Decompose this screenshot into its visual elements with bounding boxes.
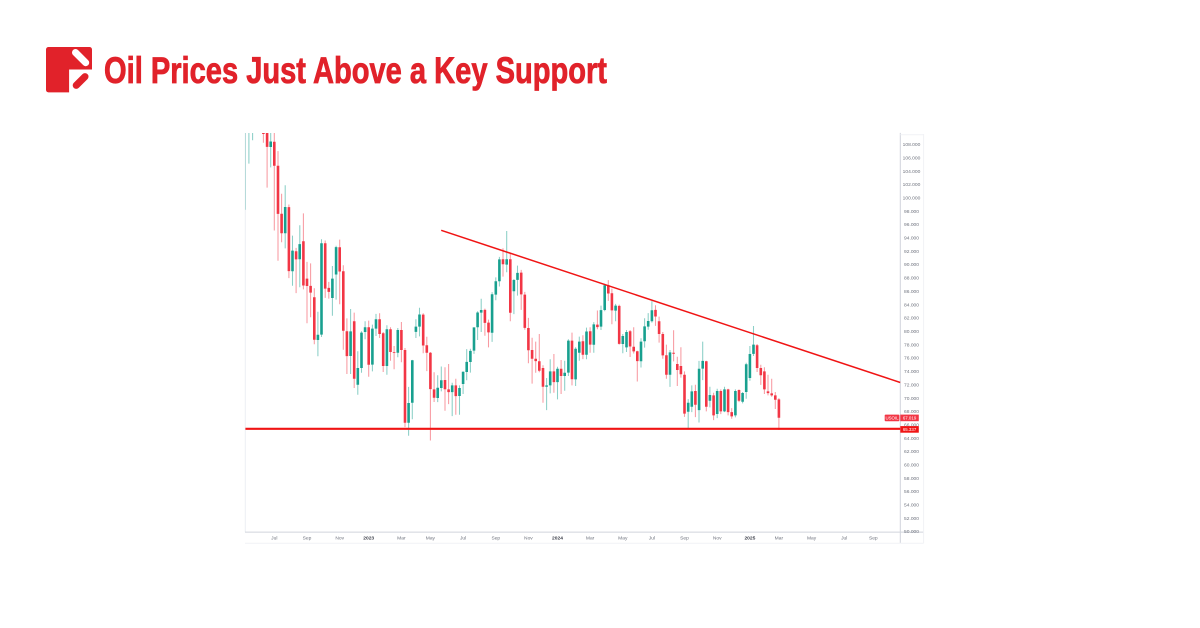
svg-text:102.000: 102.000 — [903, 182, 921, 188]
svg-text:Jul: Jul — [460, 535, 466, 541]
svg-text:96.000: 96.000 — [904, 222, 919, 228]
svg-text:65.337: 65.337 — [903, 427, 917, 432]
svg-text:Mar: Mar — [775, 535, 784, 541]
svg-text:82.000: 82.000 — [904, 316, 919, 322]
svg-text:Sep: Sep — [869, 535, 878, 541]
svg-text:106.000: 106.000 — [903, 155, 921, 161]
svg-text:74.000: 74.000 — [904, 369, 919, 375]
svg-text:Sep: Sep — [491, 535, 500, 541]
svg-text:2025: 2025 — [744, 535, 755, 541]
svg-text:98.000: 98.000 — [904, 209, 919, 215]
svg-text:90.000: 90.000 — [904, 262, 919, 268]
svg-text:64.000: 64.000 — [904, 436, 919, 442]
svg-text:Nov: Nov — [335, 535, 344, 541]
svg-text:56.000: 56.000 — [904, 489, 919, 495]
svg-text:50.000: 50.000 — [904, 529, 919, 535]
svg-text:68.000: 68.000 — [904, 409, 919, 415]
svg-text:62.000: 62.000 — [904, 449, 919, 455]
svg-text:USOIL: USOIL — [885, 416, 899, 421]
svg-text:Sep: Sep — [680, 535, 689, 541]
svg-text:54.000: 54.000 — [904, 503, 919, 509]
svg-text:104.000: 104.000 — [903, 169, 921, 175]
svg-text:108.000: 108.000 — [903, 142, 921, 148]
svg-text:Sep: Sep — [303, 535, 312, 541]
svg-text:72.000: 72.000 — [904, 382, 919, 388]
svg-text:88.000: 88.000 — [904, 276, 919, 282]
svg-text:92.000: 92.000 — [904, 249, 919, 255]
svg-text:52.000: 52.000 — [904, 516, 919, 522]
svg-text:94.000: 94.000 — [904, 236, 919, 242]
svg-text:Mar: Mar — [397, 535, 406, 541]
svg-text:58.000: 58.000 — [904, 476, 919, 482]
svg-text:86.000: 86.000 — [904, 289, 919, 295]
svg-text:Jul: Jul — [841, 535, 847, 541]
svg-text:84.000: 84.000 — [904, 302, 919, 308]
svg-text:Jul: Jul — [271, 535, 277, 541]
svg-text:80.000: 80.000 — [904, 329, 919, 335]
svg-text:2023: 2023 — [363, 535, 374, 541]
svg-text:Mar: Mar — [586, 535, 595, 541]
svg-text:78.000: 78.000 — [904, 342, 919, 348]
svg-text:76.000: 76.000 — [904, 356, 919, 362]
svg-text:May: May — [618, 535, 628, 541]
svg-text:70.000: 70.000 — [904, 396, 919, 402]
svg-text:Nov: Nov — [713, 535, 722, 541]
svg-text:66.000: 66.000 — [904, 422, 919, 428]
svg-text:Jul: Jul — [649, 535, 655, 541]
svg-text:May: May — [807, 535, 817, 541]
svg-text:2024: 2024 — [552, 535, 563, 541]
svg-text:Oil Prices Just Above a Key Su: Oil Prices Just Above a Key Support — [104, 49, 607, 91]
svg-text:May: May — [426, 535, 436, 541]
svg-text:Nov: Nov — [524, 535, 533, 541]
svg-text:67.019: 67.019 — [903, 416, 917, 421]
svg-text:60.000: 60.000 — [904, 463, 919, 469]
svg-text:100.000: 100.000 — [903, 196, 921, 202]
